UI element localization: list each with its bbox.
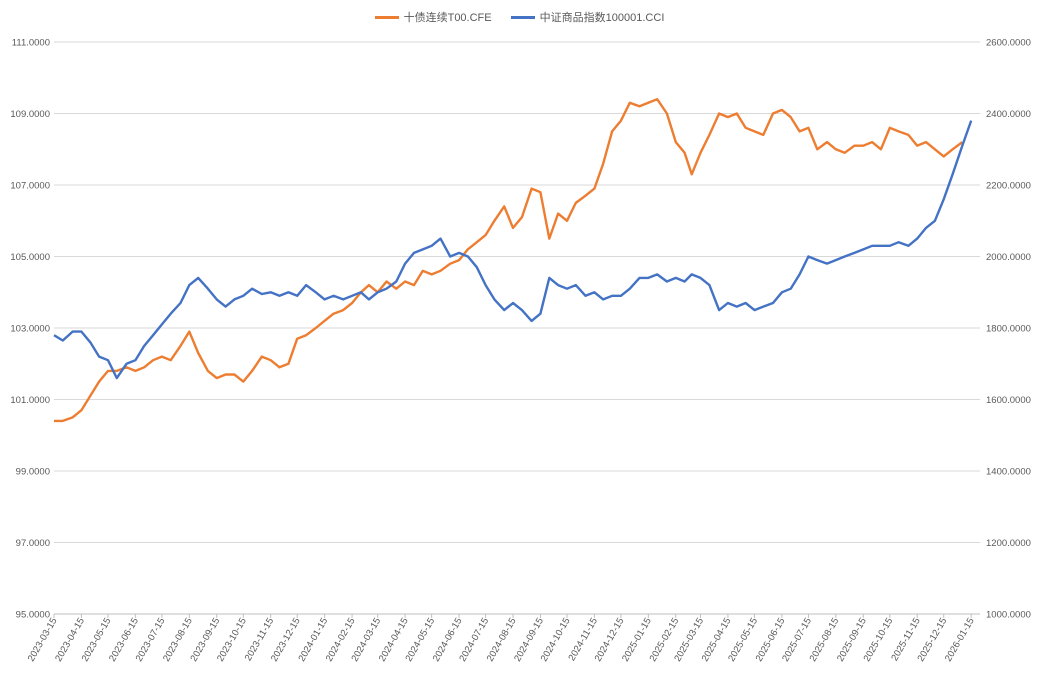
legend-label-bond: 十债连续T00.CFE: [403, 12, 492, 24]
y-right-tick-label: 1400.0000: [986, 467, 1031, 478]
y-left-tick-label: 97.0000: [16, 538, 50, 549]
y-left-tick-label: 101.0000: [10, 395, 50, 406]
y-right-tick-label: 2600.0000: [986, 38, 1031, 49]
y-right-tick-label: 2000.0000: [986, 252, 1031, 263]
y-left-tick-label: 95.0000: [16, 610, 50, 621]
y-right-tick-label: 1600.0000: [986, 395, 1031, 406]
y-left-tick-label: 105.0000: [10, 252, 50, 263]
y-left-tick-label: 111.0000: [12, 38, 50, 49]
legend: 十债连续T00.CFE 中证商品指数100001.CCI: [0, 9, 1039, 25]
y-right-tick-label: 2200.0000: [986, 181, 1031, 192]
series-line-bond: [54, 97, 964, 423]
y-left-tick-label: 103.0000: [10, 324, 50, 335]
y-left-tick-label: 109.0000: [10, 109, 50, 120]
legend-swatch-commodity: [510, 15, 535, 19]
legend-item-bond: 十债连续T00.CFE: [374, 9, 492, 25]
y-left-tick-label: 107.0000: [10, 181, 50, 192]
legend-item-commodity: 中证商品指数100001.CCI: [510, 9, 665, 25]
y-right-tick-label: 1200.0000: [986, 538, 1031, 549]
y-right-tick-label: 1800.0000: [986, 324, 1031, 335]
y-right-tick-label: 1000.0000: [986, 610, 1031, 621]
series-line-commodity: [53, 120, 973, 380]
y-right-tick-label: 2400.0000: [986, 109, 1031, 120]
legend-label-commodity: 中证商品指数100001.CCI: [539, 12, 665, 24]
legend-swatch-bond: [374, 15, 399, 19]
y-left-tick-label: 99.0000: [16, 467, 50, 478]
